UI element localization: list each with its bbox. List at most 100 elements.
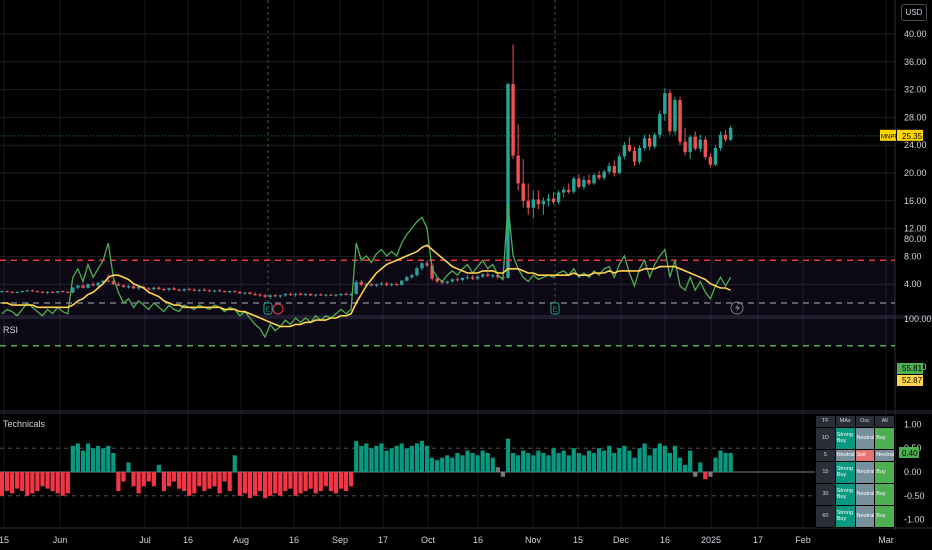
technicals-bar — [404, 448, 409, 472]
technicals-bar — [55, 472, 60, 494]
candle-body — [420, 263, 424, 269]
technicals-bar — [156, 464, 161, 472]
candle-body — [202, 289, 207, 291]
technicals-bar — [131, 472, 136, 487]
technicals-bar — [187, 472, 192, 496]
technicals-tick-label: -0.50 — [904, 491, 925, 501]
candle-body — [728, 127, 733, 140]
candle-body — [222, 291, 227, 293]
technicals-bar — [602, 450, 607, 472]
candle-body — [394, 284, 399, 286]
candle-body — [481, 274, 485, 277]
technicals-bar — [333, 472, 339, 494]
time-tick-label: Oct — [421, 535, 436, 545]
candle-body — [314, 294, 318, 296]
technicals-bar — [526, 452, 531, 472]
technicals-bar — [531, 455, 536, 472]
last-price-label: 25.35 — [902, 132, 923, 141]
candle-body — [455, 279, 460, 281]
candle-body — [708, 157, 713, 165]
technicals-bar — [576, 452, 581, 472]
row-osc: Neutral — [854, 460, 876, 484]
technicals-bar — [227, 472, 232, 492]
price-tick-label: 36.00 — [904, 57, 927, 67]
candle-body — [258, 294, 262, 296]
technicals-bar — [596, 448, 602, 472]
time-tick-label: 16 — [183, 535, 193, 545]
candle-body — [319, 294, 323, 296]
candle-body — [359, 282, 363, 285]
candle-body — [207, 290, 212, 292]
currency-badge[interactable]: USD — [901, 4, 927, 21]
candle-body — [344, 293, 348, 295]
candlestick-series — [0, 44, 895, 299]
candle-body — [698, 139, 702, 149]
technicals-bar — [490, 457, 495, 472]
candle-body — [673, 100, 677, 132]
candle-body — [157, 287, 161, 290]
technicals-bar — [161, 472, 167, 492]
technicals-bar — [177, 472, 182, 489]
technicals-bar — [313, 472, 318, 494]
candle-body — [683, 141, 687, 153]
technicals-bar — [212, 472, 217, 487]
candle-body — [329, 294, 333, 296]
candle-body — [577, 178, 581, 187]
candle-body — [597, 175, 601, 178]
table-row: 5 Neutral Sell Neutral — [815, 448, 895, 462]
candle-body — [268, 295, 272, 297]
technicals-bar — [202, 472, 207, 492]
candle-body — [116, 284, 121, 286]
candle-body — [71, 287, 75, 293]
candle-body — [668, 93, 672, 132]
candle-body — [303, 293, 308, 295]
candle-body — [293, 293, 298, 295]
earnings-marker-label: E — [553, 307, 558, 314]
row-all: Buy — [874, 504, 895, 529]
row-mas: Strong Buy — [834, 504, 856, 529]
row-tf: 30 — [815, 482, 836, 506]
candle-body — [81, 285, 85, 288]
technicals-tick-label: 0.00 — [904, 467, 922, 477]
price-tick-label: 4.00 — [904, 279, 922, 289]
candle-body — [723, 134, 728, 140]
technicals-bar — [20, 472, 25, 492]
candle-body — [607, 166, 611, 172]
time-tick-label: 17 — [753, 535, 763, 545]
technicals-bar — [485, 452, 490, 472]
candle-body — [136, 286, 141, 289]
technicals-bar — [541, 452, 546, 472]
technicals-bar — [556, 452, 561, 472]
technicals-bar — [90, 448, 96, 472]
technicals-bar — [268, 472, 273, 496]
technicals-bar — [116, 472, 121, 492]
technicals-bar — [399, 443, 404, 472]
candle-body — [460, 277, 465, 281]
technicals-bar — [30, 472, 35, 494]
technicals-bar — [25, 472, 30, 496]
technicals-bar — [546, 455, 551, 472]
earnings-marker — [550, 302, 560, 315]
rsi-line — [1, 204, 732, 339]
technicals-bar — [126, 462, 131, 472]
technicals-bar — [237, 472, 242, 496]
rsi-value-bg — [897, 363, 923, 374]
technicals-bar — [197, 472, 202, 487]
candle-body — [718, 134, 723, 148]
technicals-bar — [141, 472, 146, 487]
technicals-bar — [369, 448, 374, 472]
chart-grid — [0, 0, 932, 530]
technicals-bar — [207, 472, 212, 489]
candle-body — [622, 145, 627, 157]
price-axis[interactable]: 40.00 36.00 32.00 28.00 24.00 20.00 16.00 12.00… — [880, 29, 932, 525]
candle-body — [713, 147, 718, 165]
candle-body — [182, 289, 186, 291]
technicals-bar — [80, 450, 86, 472]
time-axis[interactable]: 15 Jun Jul 16 Aug 16 Sep 17 Oct 16 Nov 15 Dec 16 2025 1… — [0, 535, 894, 545]
time-tick-label: 16 — [289, 535, 299, 545]
technicals-bar — [470, 452, 475, 472]
time-tick-label: 15 — [0, 535, 9, 545]
row-tf: 1D — [815, 426, 836, 450]
